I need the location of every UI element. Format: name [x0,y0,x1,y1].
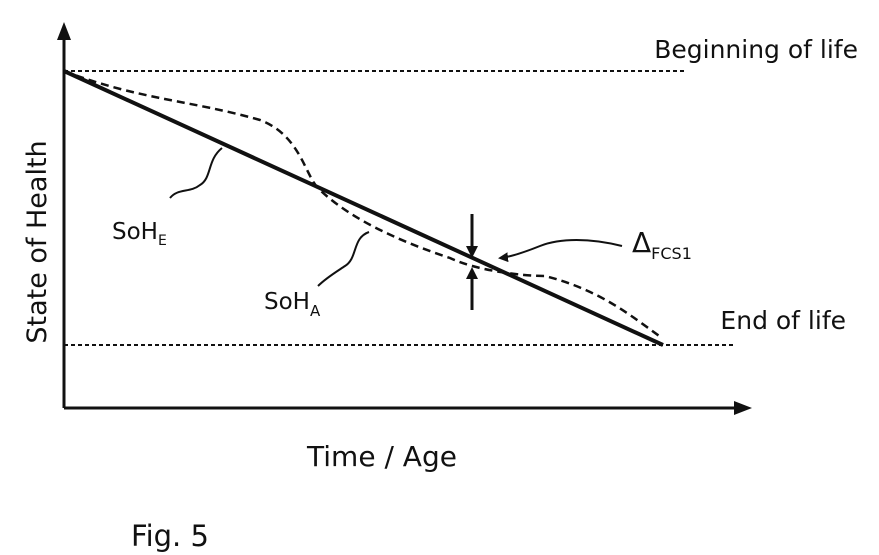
deviation-arrow-up [466,267,478,279]
end-of-life-label: End of life [720,306,846,335]
figure-caption: Fig. 5 [131,519,209,553]
soh-expected-curve [64,71,663,345]
soh-actual-label: SoHA [264,289,321,320]
x-axis-label: Time / Age [306,440,457,473]
x-axis-arrowhead [734,401,752,415]
soh-expected-base: SoH [112,219,158,245]
soh-expected-label: SoHE [112,219,167,249]
soh-expected-subscript: E [158,233,167,249]
soh-expected-leader [170,148,222,198]
beginning-of-life-label: Beginning of life [654,35,858,64]
soh-actual-subscript: A [310,302,321,320]
deviation-subscript: FCS1 [651,244,692,263]
soh-actual-leader [318,232,369,286]
y-axis-label: State of Health [22,140,53,343]
deviation-pointer-arrow [500,240,622,258]
y-axis-arrowhead [57,22,71,40]
deviation-label: ΔFCS1 [632,226,692,263]
deviation-base: Δ [632,226,651,259]
soh-actual-base: SoH [264,289,310,315]
